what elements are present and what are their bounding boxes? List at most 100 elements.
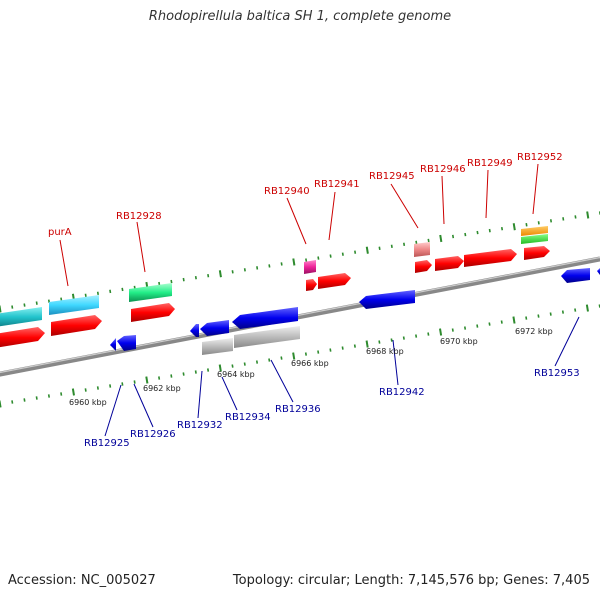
minor-tick bbox=[500, 226, 504, 231]
reverse-outer-features bbox=[202, 326, 300, 355]
cds-cyan[interactable] bbox=[49, 295, 99, 315]
gene-label-RB12928[interactable]: RB12928 bbox=[116, 211, 162, 222]
minor-tick bbox=[96, 291, 99, 296]
minor-tick bbox=[11, 400, 14, 404]
major-tick bbox=[365, 246, 369, 254]
gene-label-RB12945[interactable]: RB12945 bbox=[369, 171, 415, 182]
minor-tick bbox=[255, 360, 259, 364]
gene-arrow-small-2[interactable] bbox=[190, 324, 199, 337]
cds-grey-2[interactable] bbox=[234, 326, 300, 348]
minor-tick bbox=[549, 312, 552, 316]
gene-arrow-RB12941[interactable] bbox=[318, 273, 351, 289]
major-tick bbox=[145, 376, 149, 384]
gene-arrow-RB12928[interactable] bbox=[131, 303, 175, 322]
minor-tick bbox=[415, 334, 418, 338]
minor-tick bbox=[574, 308, 577, 312]
gene-arrow-RB12945[interactable] bbox=[415, 260, 432, 273]
gene-arrow-small-1[interactable] bbox=[110, 338, 116, 351]
cds-green[interactable] bbox=[129, 283, 172, 302]
cds-grey-1[interactable] bbox=[202, 338, 233, 355]
gene-arrow-left-edge[interactable] bbox=[0, 327, 45, 348]
accession-text: Accession: NC_005027 bbox=[8, 573, 156, 588]
gene-arrow-right-edge[interactable] bbox=[597, 268, 600, 275]
minor-tick bbox=[121, 382, 124, 386]
gene-label-RB12953[interactable]: RB12953 bbox=[534, 368, 580, 379]
gene-arrow-RB12949[interactable] bbox=[464, 249, 517, 267]
major-tick bbox=[0, 305, 2, 313]
minor-tick bbox=[451, 328, 454, 332]
gene-label-RB12925[interactable]: RB12925 bbox=[84, 438, 130, 449]
minor-tick bbox=[390, 338, 393, 342]
minor-tick bbox=[562, 217, 565, 221]
minor-tick bbox=[231, 364, 234, 368]
minor-tick bbox=[537, 314, 540, 318]
gene-label-RB12949[interactable]: RB12949 bbox=[467, 158, 513, 169]
gene-label-purA[interactable]: purA bbox=[48, 227, 72, 238]
minor-tick bbox=[206, 368, 210, 372]
callout-lines bbox=[59, 163, 580, 437]
gene-arrow-RB12946[interactable] bbox=[435, 256, 464, 271]
minor-tick bbox=[231, 270, 234, 274]
minor-tick bbox=[304, 352, 307, 356]
cds-magenta[interactable] bbox=[304, 260, 316, 274]
gene-label-RB12946[interactable]: RB12946 bbox=[420, 164, 466, 175]
kbp-label: 6970 kbp bbox=[440, 337, 478, 346]
gene-arrow-purA[interactable] bbox=[51, 315, 102, 336]
minor-tick bbox=[561, 310, 564, 314]
minor-tick bbox=[84, 388, 87, 392]
minor-tick bbox=[317, 256, 320, 260]
gene-label-RB12932[interactable]: RB12932 bbox=[177, 420, 223, 431]
minor-tick bbox=[537, 221, 540, 225]
minor-tick bbox=[256, 266, 259, 270]
gene-label-RB12934[interactable]: RB12934 bbox=[225, 412, 271, 423]
major-tick bbox=[292, 258, 296, 266]
minor-tick bbox=[35, 301, 38, 305]
kbp-label: 6966 kbp bbox=[291, 359, 329, 368]
cds-cyan-left[interactable] bbox=[0, 307, 42, 327]
minor-tick bbox=[268, 264, 271, 268]
gene-arrow-RB12926[interactable] bbox=[117, 335, 136, 351]
minor-tick bbox=[464, 232, 467, 237]
gene-arrow-RB12940[interactable] bbox=[306, 279, 317, 291]
minor-tick bbox=[35, 396, 38, 400]
gene-arrow-RB12952[interactable] bbox=[524, 246, 550, 260]
gene-label-RB12952[interactable]: RB12952 bbox=[517, 152, 563, 163]
gene-label-RB12942[interactable]: RB12942 bbox=[379, 387, 425, 398]
major-tick bbox=[512, 223, 516, 231]
gene-label-RB12926[interactable]: RB12926 bbox=[130, 429, 176, 440]
minor-tick bbox=[329, 348, 332, 352]
gene-arrow-RB12953[interactable] bbox=[561, 268, 590, 283]
minor-tick bbox=[243, 268, 246, 272]
forward-gene-labels: purA RB12928 RB12940 RB12941 RB12945 RB1… bbox=[48, 152, 563, 238]
minor-tick bbox=[305, 258, 308, 262]
minor-tick bbox=[182, 277, 185, 282]
minor-tick bbox=[182, 372, 185, 376]
cds-orange[interactable] bbox=[521, 226, 548, 236]
gene-label-RB12940[interactable]: RB12940 bbox=[264, 186, 310, 197]
major-tick bbox=[71, 388, 75, 396]
minor-tick bbox=[378, 340, 381, 344]
gene-arrow-RB12934[interactable] bbox=[232, 307, 298, 329]
minor-tick bbox=[476, 324, 479, 328]
kbp-label: 6962 kbp bbox=[143, 384, 181, 393]
minor-tick bbox=[403, 242, 406, 247]
minor-tick bbox=[280, 356, 283, 360]
minor-tick bbox=[11, 305, 14, 309]
gene-label-RB12936[interactable]: RB12936 bbox=[275, 404, 321, 415]
minor-tick bbox=[194, 370, 197, 374]
cds-pink[interactable] bbox=[414, 242, 430, 257]
gene-arrow-RB12942[interactable] bbox=[359, 290, 415, 309]
cds-lime[interactable] bbox=[521, 234, 548, 244]
gene-label-RB12941[interactable]: RB12941 bbox=[314, 179, 360, 190]
gene-arrow-RB12932[interactable] bbox=[200, 320, 229, 336]
minor-tick bbox=[47, 394, 50, 398]
minor-tick bbox=[574, 215, 577, 219]
minor-tick bbox=[96, 386, 99, 390]
minor-tick bbox=[353, 344, 356, 348]
kbp-scale-labels: 6960 kbp 6962 kbp 6964 kbp 6966 kbp 6968… bbox=[69, 327, 553, 407]
minor-tick bbox=[23, 303, 26, 307]
minor-tick bbox=[415, 240, 418, 245]
minor-tick bbox=[402, 336, 405, 340]
minor-tick bbox=[158, 376, 161, 380]
